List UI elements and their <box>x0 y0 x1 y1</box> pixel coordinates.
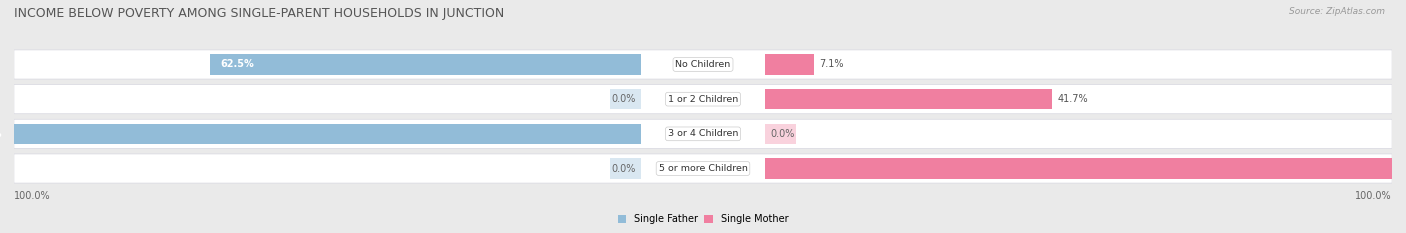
FancyBboxPatch shape <box>765 55 814 75</box>
Text: Source: ZipAtlas.com: Source: ZipAtlas.com <box>1289 7 1385 16</box>
FancyBboxPatch shape <box>14 50 1392 79</box>
Text: No Children: No Children <box>675 60 731 69</box>
FancyBboxPatch shape <box>14 119 1392 148</box>
Text: 41.7%: 41.7% <box>1057 94 1088 104</box>
Text: 0.0%: 0.0% <box>612 94 636 104</box>
FancyBboxPatch shape <box>0 124 641 144</box>
FancyBboxPatch shape <box>14 85 1392 114</box>
Text: 3 or 4 Children: 3 or 4 Children <box>668 129 738 138</box>
Text: 100.0%: 100.0% <box>1355 191 1392 201</box>
Text: 5 or more Children: 5 or more Children <box>658 164 748 173</box>
Text: 62.5%: 62.5% <box>221 59 254 69</box>
FancyBboxPatch shape <box>14 154 1392 183</box>
FancyBboxPatch shape <box>765 89 1052 109</box>
Text: 100.0%: 100.0% <box>14 191 51 201</box>
Text: 1 or 2 Children: 1 or 2 Children <box>668 95 738 104</box>
FancyBboxPatch shape <box>765 124 796 144</box>
Text: INCOME BELOW POVERTY AMONG SINGLE-PARENT HOUSEHOLDS IN JUNCTION: INCOME BELOW POVERTY AMONG SINGLE-PARENT… <box>14 7 505 20</box>
Text: 7.1%: 7.1% <box>820 59 844 69</box>
Text: 0.0%: 0.0% <box>770 129 794 139</box>
FancyBboxPatch shape <box>765 158 1406 178</box>
FancyBboxPatch shape <box>610 89 641 109</box>
FancyBboxPatch shape <box>610 158 641 178</box>
FancyBboxPatch shape <box>211 55 641 75</box>
Text: 0.0%: 0.0% <box>612 164 636 174</box>
Legend: Single Father, Single Mother: Single Father, Single Mother <box>614 210 792 228</box>
Text: 100.0%: 100.0% <box>0 129 3 139</box>
